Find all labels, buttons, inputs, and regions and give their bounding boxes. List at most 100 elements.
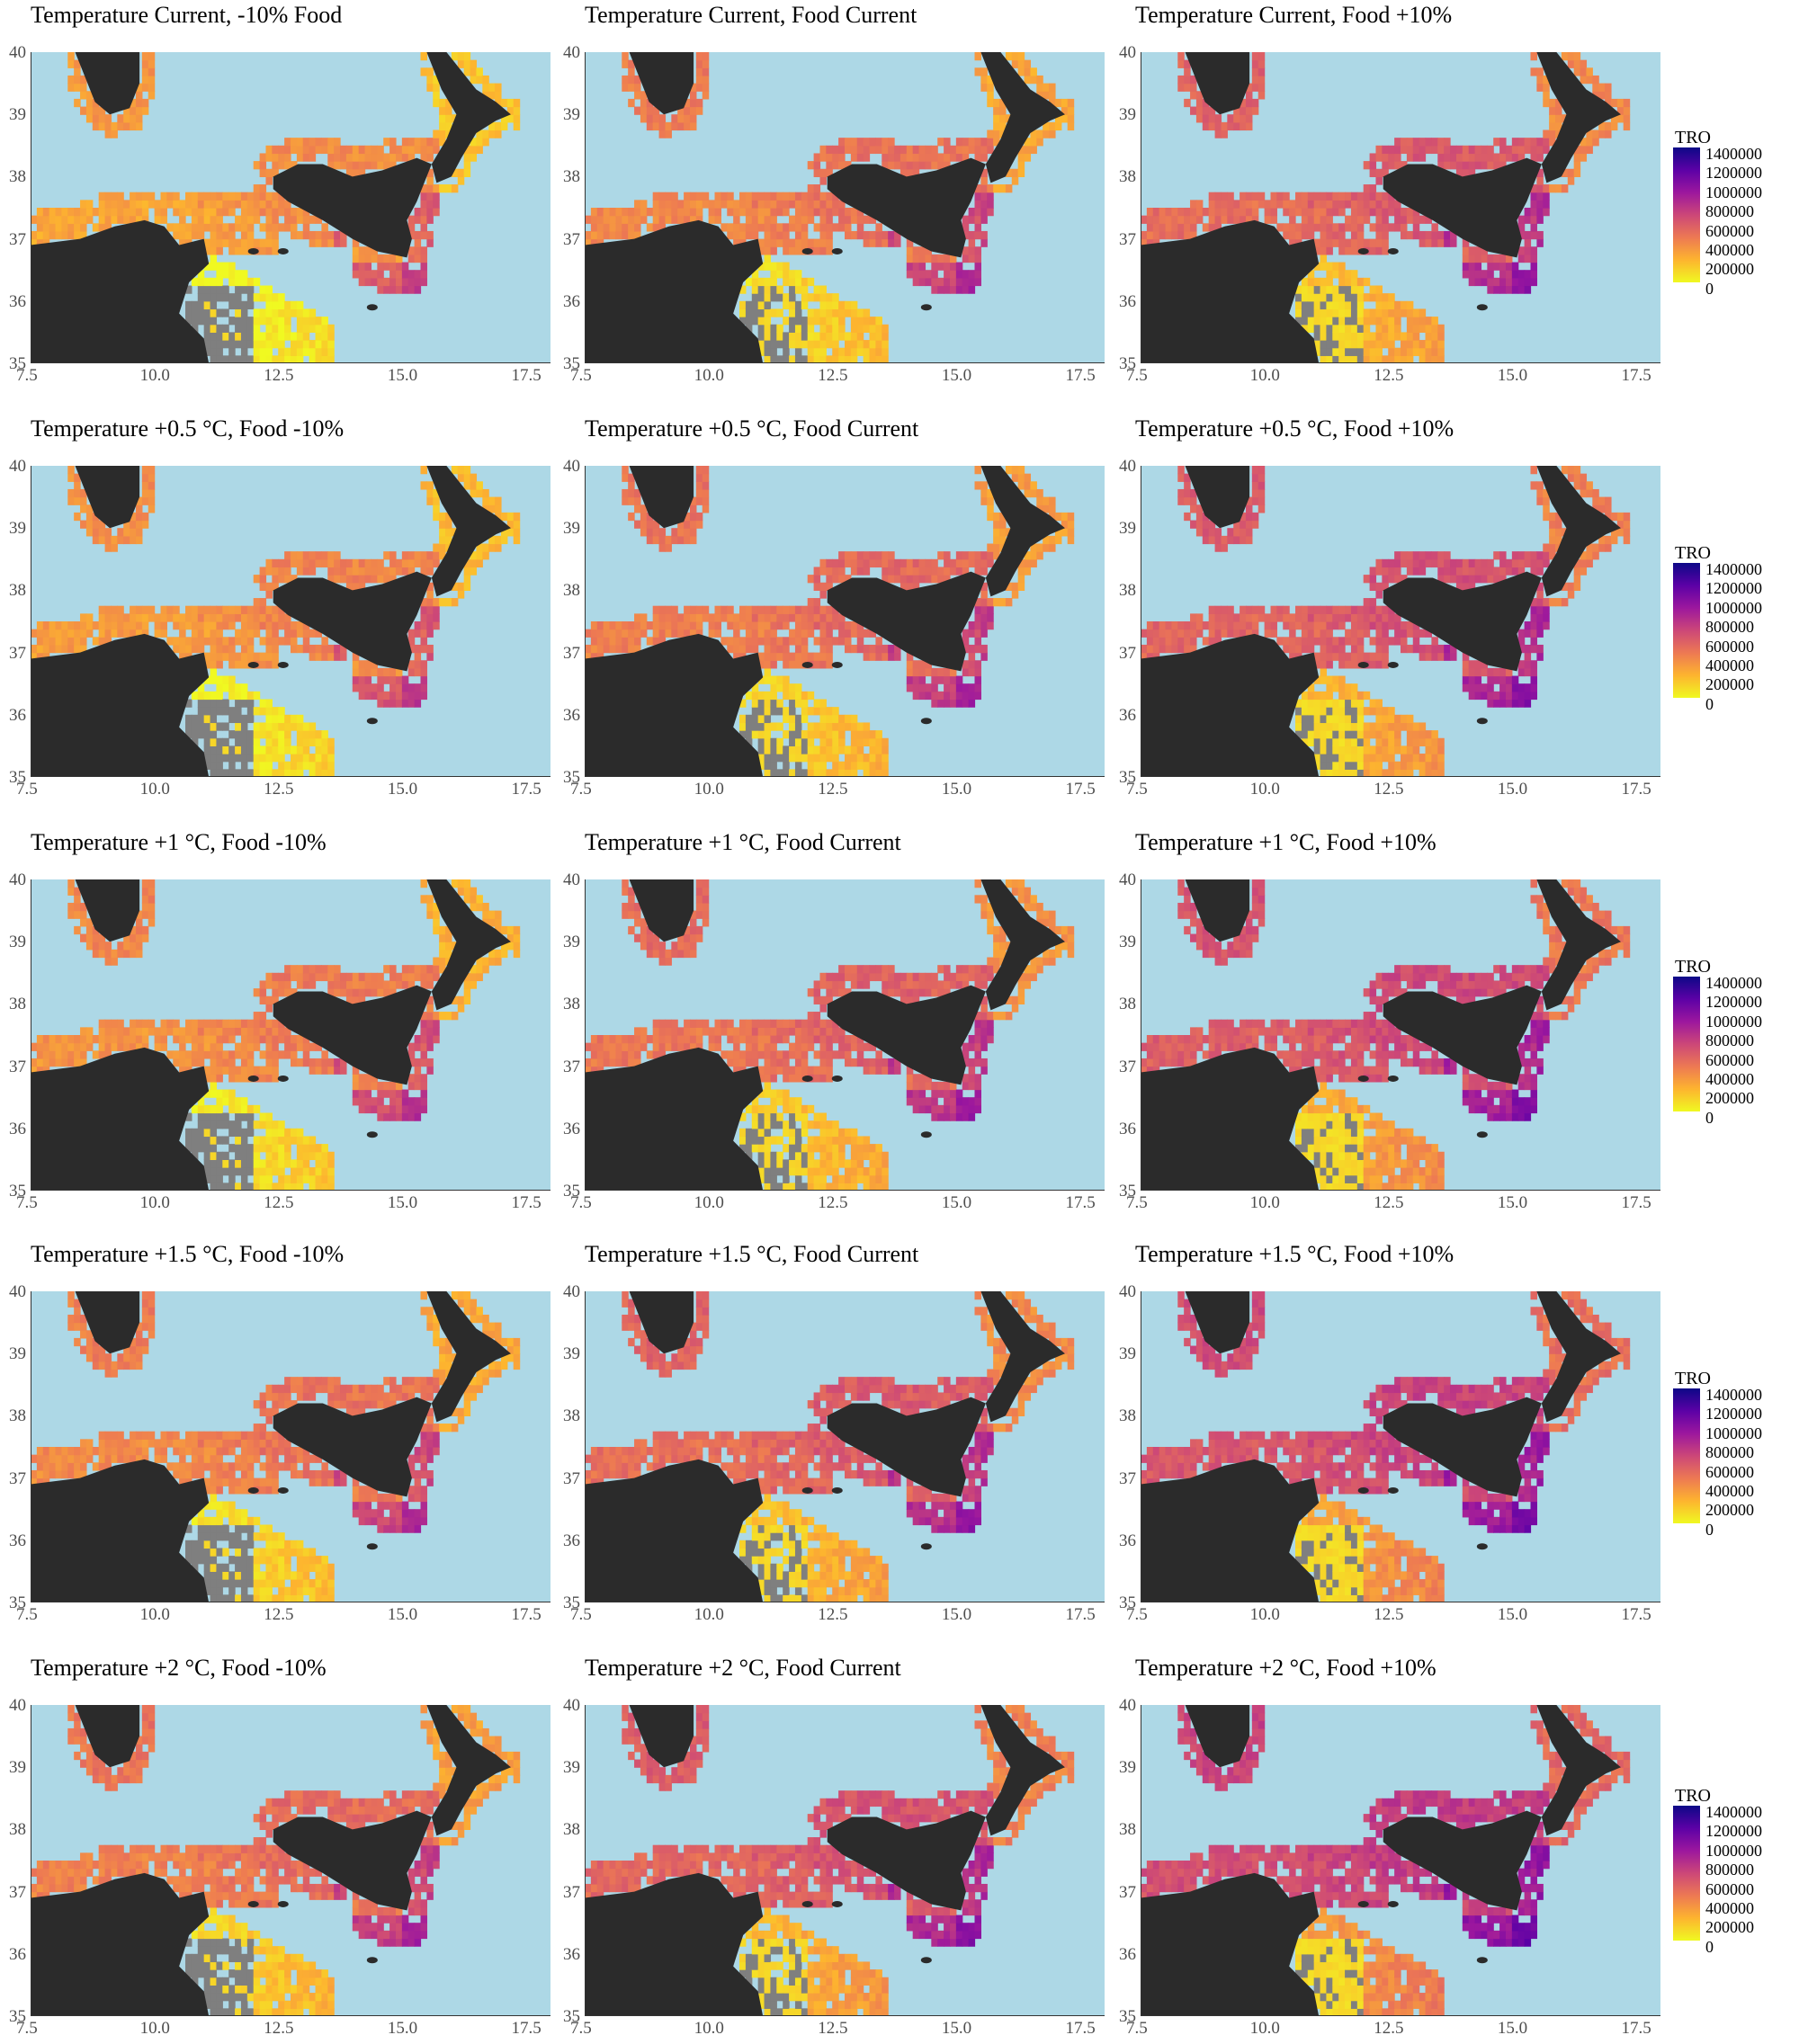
tro-cell <box>751 621 759 630</box>
tro-cell <box>1214 613 1222 622</box>
tro-cell <box>974 262 981 271</box>
tro-cell <box>1313 605 1321 614</box>
tro-cell <box>1623 106 1631 115</box>
tro-cell <box>1487 161 1494 170</box>
tro-cell <box>246 1019 255 1028</box>
tro-cell <box>640 91 648 100</box>
tro-cell <box>377 558 384 568</box>
tro-cell <box>832 340 839 349</box>
tro-cell <box>1592 83 1599 92</box>
tro-cell <box>1005 52 1013 61</box>
tro-cell <box>987 75 994 85</box>
tro-cell <box>714 192 721 201</box>
tro-cell <box>863 355 871 363</box>
tro-cell <box>340 644 347 654</box>
tro-cell <box>585 652 592 661</box>
tro-cell <box>1536 598 1544 607</box>
na-cell <box>783 745 790 754</box>
tro-cell <box>838 308 846 317</box>
tro-cell <box>1345 722 1352 731</box>
na-cell <box>235 300 242 310</box>
tro-cell <box>352 254 360 263</box>
tro-cell <box>1530 567 1537 576</box>
tro-cell <box>166 223 174 232</box>
tro-cell <box>1332 737 1339 746</box>
tro-cell <box>1356 340 1365 349</box>
tro-cell <box>117 535 124 545</box>
tro-cell <box>999 535 1007 545</box>
tro-cell <box>1017 59 1025 68</box>
na-cell <box>789 317 796 326</box>
tro-cell <box>117 192 124 201</box>
tro-cell <box>894 644 901 654</box>
tro-cell <box>1227 613 1234 622</box>
tro-cell <box>476 138 483 147</box>
tro-cell <box>856 644 864 654</box>
tro-cell <box>1295 605 1302 614</box>
tro-cell <box>1338 192 1346 201</box>
tro-cell <box>1320 730 1328 739</box>
tro-cell <box>1517 254 1526 263</box>
tro-cell <box>259 285 267 294</box>
tro-cell <box>1499 551 1507 560</box>
tro-cell <box>513 106 521 115</box>
tro-cell <box>463 145 471 155</box>
tro-cell <box>900 168 908 177</box>
tro-cell <box>1190 504 1197 513</box>
tro-cell <box>794 246 802 255</box>
tro-cell <box>203 300 211 310</box>
tro-cell <box>918 575 926 584</box>
tro-cell <box>334 644 341 654</box>
tro-cell <box>1567 176 1575 185</box>
tro-cell <box>807 575 815 584</box>
tro-cell <box>278 707 285 716</box>
tro-cell <box>819 246 827 255</box>
tro-cell <box>1043 496 1050 505</box>
tro-cell <box>203 262 211 271</box>
tro-cell <box>265 699 273 708</box>
tro-cell <box>764 605 772 614</box>
tro-cell <box>278 613 285 622</box>
tro-cell <box>302 754 310 763</box>
tro-cell <box>770 691 777 701</box>
tro-cell <box>123 520 130 529</box>
tro-cell <box>253 340 261 349</box>
tro-cell <box>1517 153 1526 162</box>
tro-cell <box>838 769 846 777</box>
tro-cell <box>1382 605 1389 614</box>
tro-cell <box>1444 238 1451 247</box>
tro-cell <box>590 238 598 247</box>
tro-cell <box>1338 317 1346 326</box>
tro-cell <box>296 308 304 317</box>
tro-cell <box>727 230 734 240</box>
tro-cell <box>1036 75 1043 85</box>
tro-cell <box>265 621 273 630</box>
tro-cell <box>949 270 957 279</box>
tro-cell <box>148 59 156 68</box>
na-cell <box>770 754 777 763</box>
tro-cell <box>1431 745 1438 754</box>
tro-cell <box>321 317 328 326</box>
tro-cell <box>1437 347 1445 356</box>
tro-cell <box>1505 285 1513 294</box>
tro-cell <box>240 1058 248 1067</box>
na-cell <box>246 730 255 739</box>
tro-cell <box>1375 660 1383 669</box>
tro-cell <box>104 121 112 131</box>
tro-cell <box>813 582 821 591</box>
tro-cell <box>1462 262 1470 271</box>
na-cell <box>191 714 199 724</box>
tro-cell <box>1350 754 1358 763</box>
tro-cell <box>1437 644 1445 654</box>
tro-cell <box>900 153 908 162</box>
na-cell <box>197 293 205 302</box>
tro-cell <box>912 667 920 677</box>
tro-cell <box>216 270 223 279</box>
tro-cell <box>1184 629 1191 638</box>
tro-cell <box>389 262 397 271</box>
tro-cell <box>1345 192 1352 201</box>
tro-cell <box>1190 629 1197 638</box>
tro-cell <box>1350 621 1358 630</box>
na-cell <box>191 308 199 317</box>
tro-cell <box>783 208 790 217</box>
